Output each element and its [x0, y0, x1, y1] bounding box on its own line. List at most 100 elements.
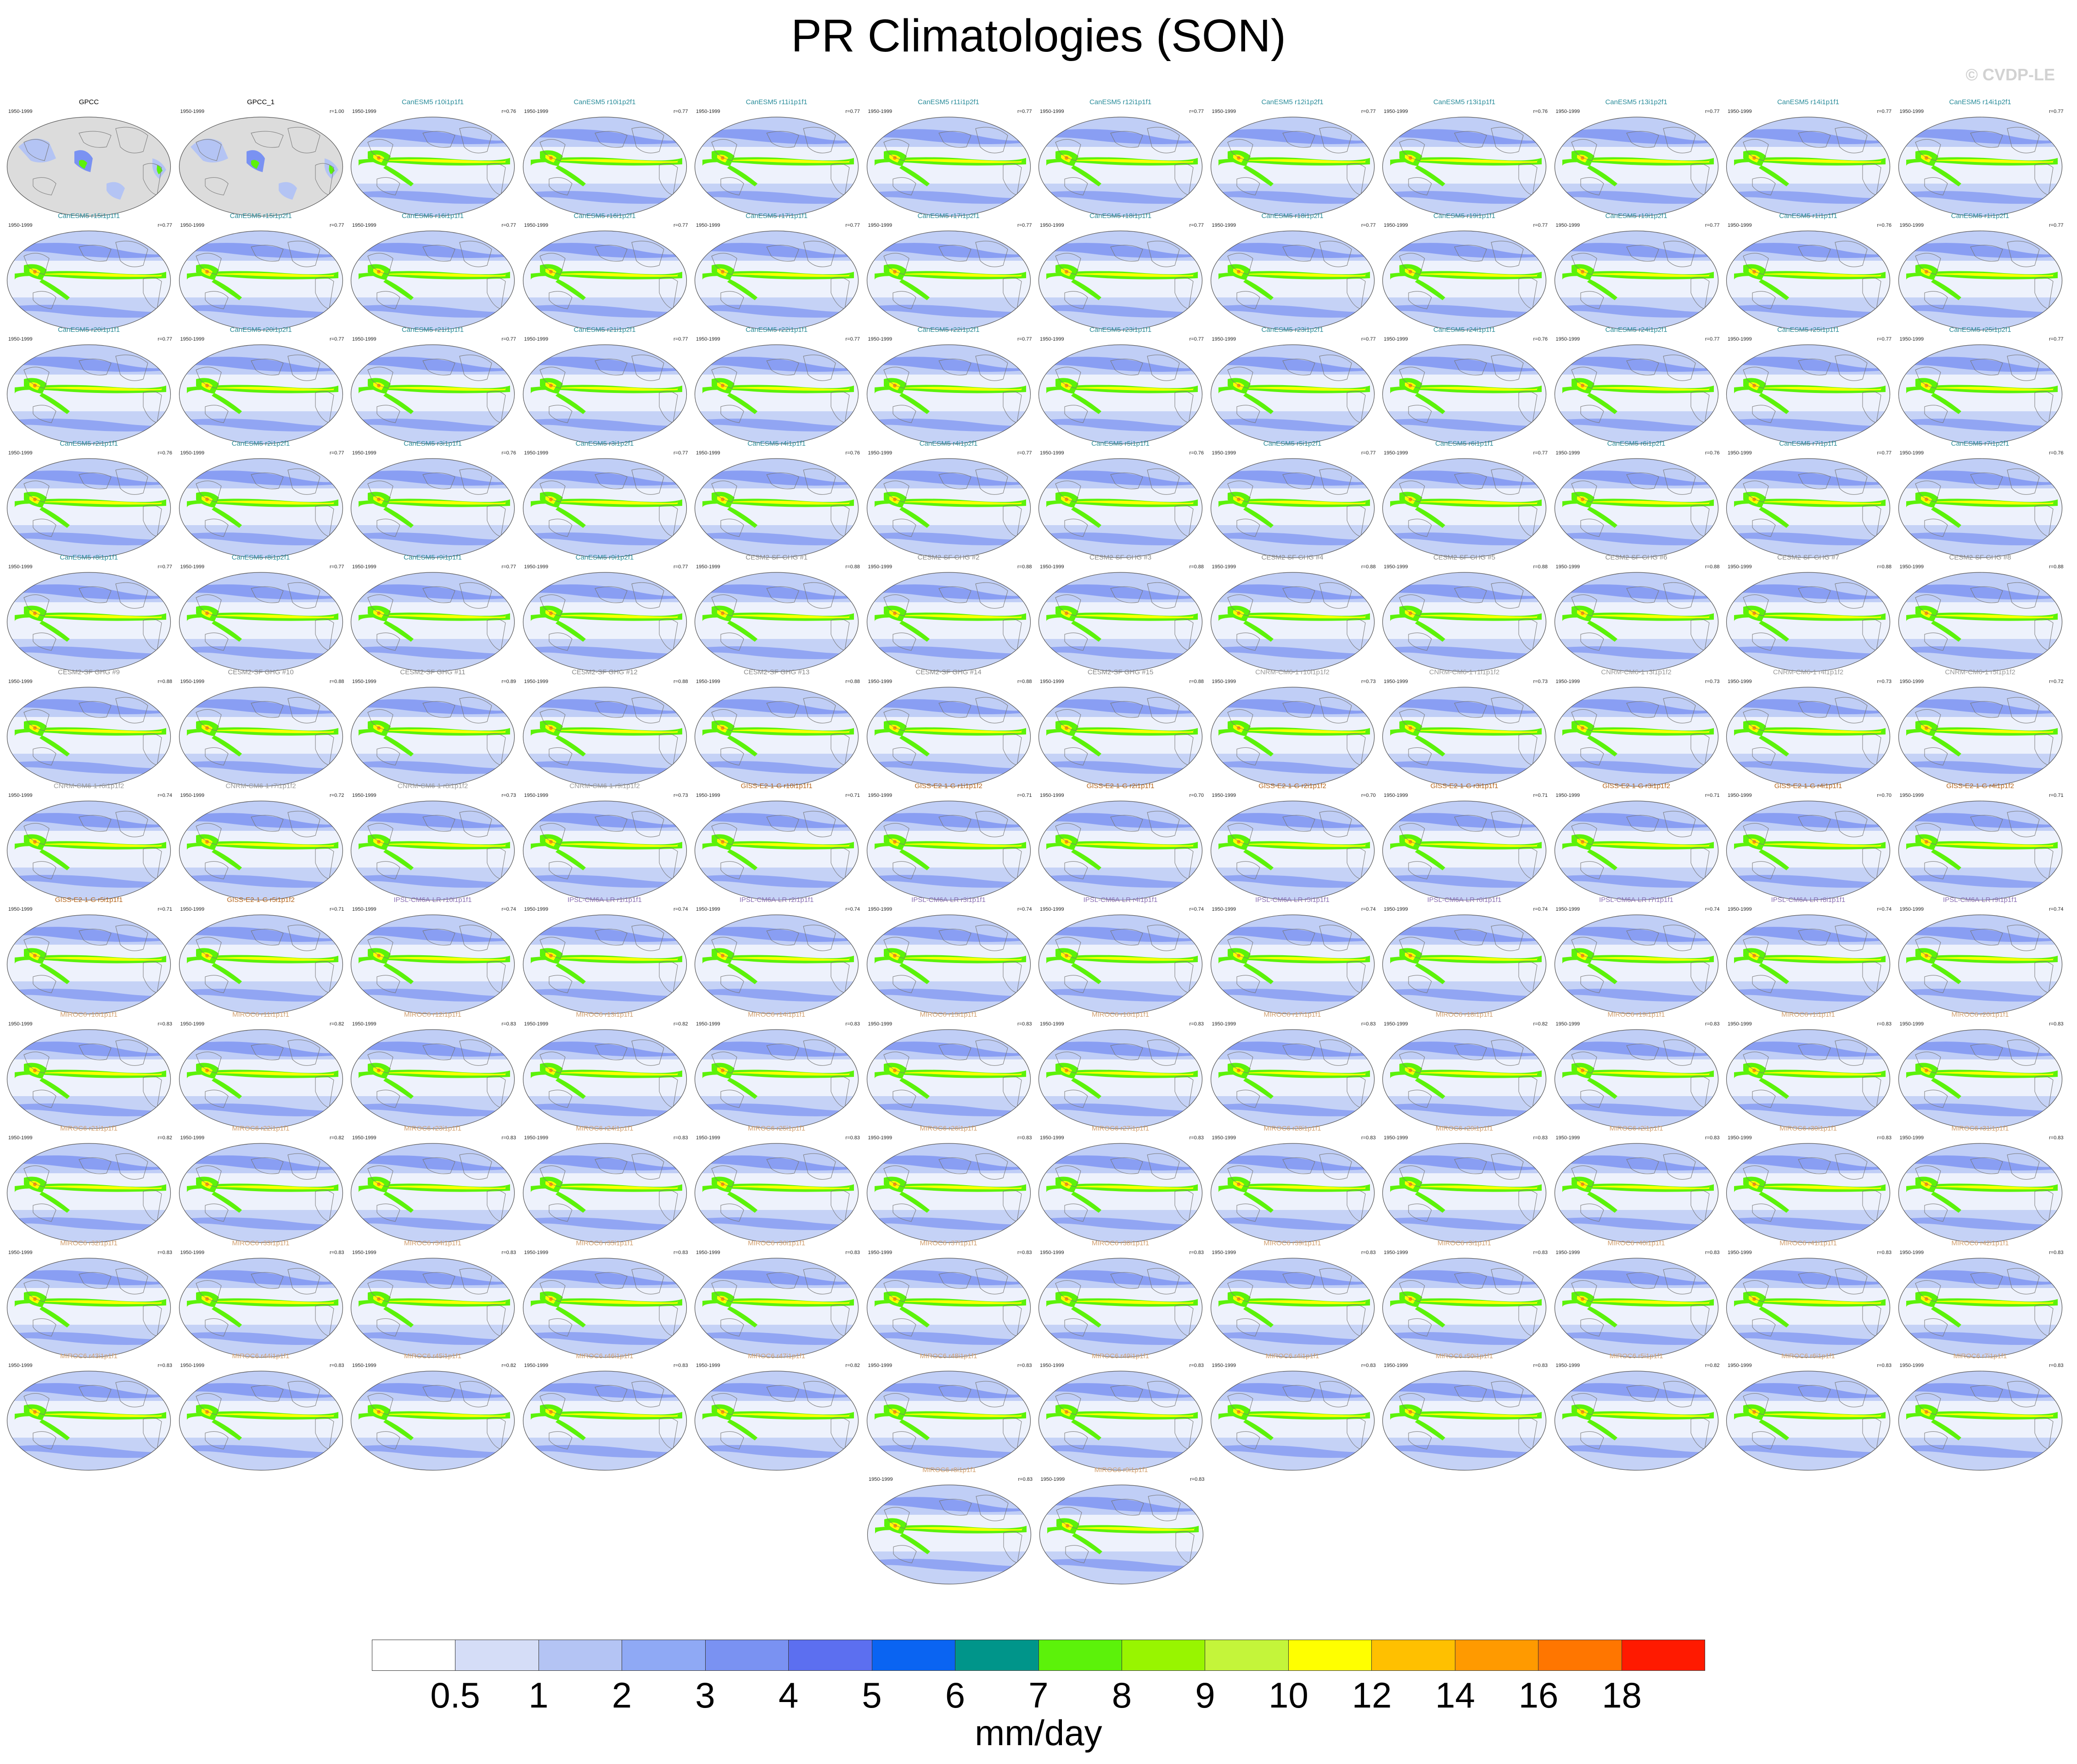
map-panel: MIROC6 r17i1p1f1 1950-1999 r=0.83: [1207, 1009, 1379, 1179]
panel-period: 1950-1999: [352, 679, 376, 684]
panel-title: CanESM5 r12i1p1f1: [1089, 98, 1152, 106]
precip-map: [1038, 117, 1203, 217]
panel-pattern-correlation: r=0.72: [330, 793, 344, 798]
panel-period: 1950-1999: [524, 1363, 549, 1368]
panel-title: CanESM5 r20i1p1f1: [57, 326, 120, 334]
panel-period: 1950-1999: [524, 1021, 549, 1027]
colorbar-box: [1038, 1640, 1122, 1670]
precip-map: [1382, 1029, 1547, 1129]
colorbar-tick-label: 2: [612, 1675, 632, 1715]
panel-period: 1950-1999: [868, 450, 893, 456]
precip-map: [522, 344, 687, 444]
precip-map: [866, 117, 1031, 217]
map-panel: MIROC6 r34i1p1f1 1950-1999 r=0.83: [347, 1238, 519, 1407]
panel-title: CanESM5 r22i1p2f1: [917, 326, 980, 334]
panel-title: IPSL-CM6A-LR r10i1p1f1: [393, 896, 472, 904]
panel-period: 1950-1999: [696, 793, 720, 798]
colorbar-box: [705, 1640, 789, 1670]
map-panel: MIROC6 r35i1p1f1 1950-1999 r=0.83: [519, 1238, 691, 1407]
panel-period: 1950-1999: [1384, 223, 1408, 228]
precip-map: [694, 344, 859, 444]
precip-map: [1898, 344, 2062, 444]
panel-title: GISS-E2-1-G r3i1p1f1: [1430, 782, 1499, 790]
map-panel: CESM2-SF GHG #3 1950-1999 r=0.88: [1034, 552, 1207, 722]
map-panel: CanESM5 r23i1p1f1 1950-1999 r=0.77: [1034, 324, 1207, 494]
map-panel: CNRM-CM6-1 r1i1p1f2 1950-1999 r=0.73: [1378, 666, 1550, 836]
precip-map: [1382, 458, 1547, 558]
panel-title: MIROC6 r19i1p1f1: [1607, 1011, 1665, 1019]
panel-pattern-correlation: r=0.83: [674, 1363, 688, 1368]
panel-period: 1950-1999: [524, 907, 549, 912]
panel-period: 1950-1999: [1040, 1363, 1064, 1368]
panel-period: 1950-1999: [696, 450, 720, 456]
panel-title: CESM2-SF GHG #12: [572, 668, 638, 676]
precip-map: [1726, 914, 1891, 1014]
precip-map: [6, 914, 171, 1014]
map-panel: CanESM5 r3i1p1f1 1950-1999 r=0.76: [347, 438, 519, 608]
precip-map: [1038, 801, 1203, 901]
panel-title: MIROC6 r34i1p1f1: [404, 1239, 462, 1247]
panel-period: 1950-1999: [1040, 336, 1064, 342]
precip-map: [522, 1029, 687, 1129]
panel-pattern-correlation: r=0.77: [845, 336, 860, 342]
map-panel: MIROC6 r31i1p1f1 1950-1999 r=0.83: [1894, 1123, 2066, 1293]
map-panel: CanESM5 r15i1p2f1 1950-1999 r=0.77: [175, 210, 347, 380]
panel-period: 1950-1999: [524, 223, 549, 228]
panel-period: 1950-1999: [1899, 793, 1924, 798]
panel-title: MIROC6 r46i1p1f1: [576, 1352, 634, 1360]
panel-period: 1950-1999: [180, 1250, 205, 1255]
map-panel: CanESM5 r20i1p1f1 1950-1999 r=0.77: [3, 324, 175, 494]
map-panel: CanESM5 r19i1p1f1 1950-1999 r=0.77: [1378, 210, 1550, 380]
precip-map: [350, 687, 515, 787]
panel-title: CESM2-SF GHG #3: [1089, 554, 1152, 561]
panel-period: 1950-1999: [180, 109, 205, 114]
panel-period: 1950-1999: [696, 564, 720, 570]
panel-title: GPCC: [79, 98, 99, 106]
panel-period: 1950-1999: [1899, 109, 1924, 114]
panel-period: 1950-1999: [8, 336, 33, 342]
panel-pattern-correlation: r=0.71: [1017, 793, 1032, 798]
precip-map: [694, 1029, 859, 1129]
colorbar-box: [872, 1640, 956, 1670]
panel-pattern-correlation: r=0.77: [330, 450, 344, 456]
panel-pattern-correlation: r=0.77: [1017, 336, 1032, 342]
map-panel: MIROC6 r40i1p1f1 1950-1999 r=0.83: [1550, 1238, 1723, 1407]
map-panel: CanESM5 r15i1p1f1 1950-1999 r=0.77: [3, 210, 175, 380]
map-panel: CanESM5 r11i1p1f1 1950-1999 r=0.77: [690, 96, 863, 266]
precip-map: [866, 458, 1031, 558]
panel-pattern-correlation: r=0.83: [1877, 1135, 1892, 1141]
map-panel: MIROC6 r30i1p1f1 1950-1999 r=0.83: [1722, 1123, 1894, 1293]
panel-title: MIROC6 r8i1p1f1: [922, 1466, 976, 1474]
panel-title: IPSL-CM6A-LR r7i1p1f1: [1599, 896, 1673, 904]
panel-period: 1950-1999: [696, 907, 720, 912]
panel-title: CESM2-SF GHG #15: [1087, 668, 1154, 676]
panel-period: 1950-1999: [8, 679, 33, 684]
panel-pattern-correlation: r=0.76: [1705, 450, 1720, 456]
panel-period: 1950-1999: [1040, 450, 1064, 456]
panel-title: CESM2-SF GHG #6: [1605, 554, 1667, 561]
colorbar-units: mm/day: [975, 1713, 1102, 1753]
precip-map: [522, 687, 687, 787]
panel-pattern-correlation: r=0.88: [1361, 564, 1376, 570]
map-panel: MIROC6 r5i1p1f1 1950-1999 r=0.82: [1550, 1350, 1723, 1520]
precip-map: [6, 458, 171, 558]
panel-title: CanESM5 r11i1p2f1: [918, 98, 979, 106]
panel-period: 1950-1999: [180, 679, 205, 684]
precip-map: [1210, 572, 1375, 672]
precip-map: [1210, 230, 1375, 330]
panel-period: 1950-1999: [1899, 336, 1924, 342]
precip-map: [179, 687, 343, 787]
map-panel: CanESM5 r17i1p1f1 1950-1999 r=0.77: [690, 210, 863, 380]
precip-map: [6, 687, 171, 787]
panel-period: 1950-1999: [352, 1363, 376, 1368]
colorbar-tick-label: 5: [862, 1675, 882, 1715]
panel-pattern-correlation: r=0.77: [845, 223, 860, 228]
panel-pattern-correlation: r=0.83: [501, 1250, 516, 1255]
precip-map: [179, 458, 343, 558]
map-panel: MIROC6 r15i1p1f1 1950-1999 r=0.83: [863, 1009, 1035, 1179]
panel-period: 1950-1999: [1212, 793, 1236, 798]
precip-map: [522, 572, 687, 672]
map-panel: CanESM5 r1i1p2f1 1950-1999 r=0.77: [1894, 210, 2066, 380]
colorbar-box: [1288, 1640, 1372, 1670]
map-panel: MIROC6 r21i1p1f1 1950-1999 r=0.82: [3, 1123, 175, 1293]
